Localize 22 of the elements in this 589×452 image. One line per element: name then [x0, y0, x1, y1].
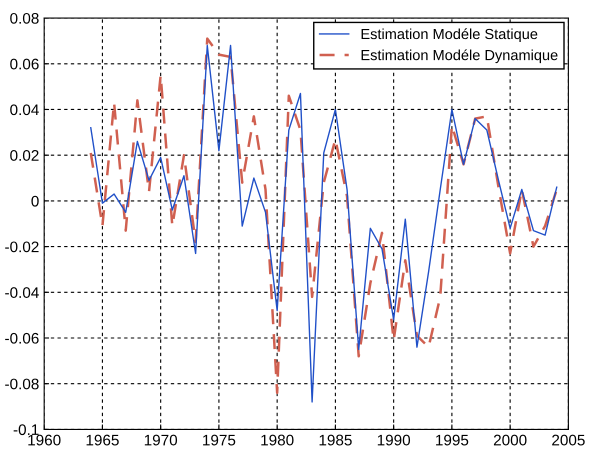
y-tick-label: -0.06 — [5, 332, 39, 344]
x-tick-label: 1985 — [320, 434, 352, 446]
y-tick-label: -0.08 — [5, 378, 39, 390]
x-tick-label: 1995 — [436, 434, 468, 446]
x-tick-label: 1960 — [28, 434, 61, 446]
y-tick-label: 0.04 — [10, 104, 39, 116]
y-tick-label: 0.08 — [10, 12, 39, 24]
legend-label: Estimation Modéle Dynamique — [362, 49, 558, 64]
x-tick-label: 1975 — [203, 434, 236, 446]
y-tick-label: -0.04 — [5, 287, 39, 298]
x-tick-label: 2000 — [494, 434, 527, 446]
x-tick-label: 1990 — [378, 434, 410, 446]
y-tick-label: -0.02 — [5, 241, 39, 252]
y-tick-label: 0 — [31, 196, 39, 207]
x-tick-label: 1970 — [144, 434, 178, 446]
x-tick-label: 2005 — [552, 434, 585, 446]
y-tick-label: 0.06 — [10, 58, 39, 70]
y-tick-label: -0.1 — [14, 424, 39, 436]
y-tick-label: 0.02 — [10, 150, 39, 161]
legend-label: Estimation Modéle Statique — [362, 28, 538, 42]
x-tick-label: 1965 — [86, 434, 119, 446]
x-tick-label: 1980 — [261, 434, 294, 446]
